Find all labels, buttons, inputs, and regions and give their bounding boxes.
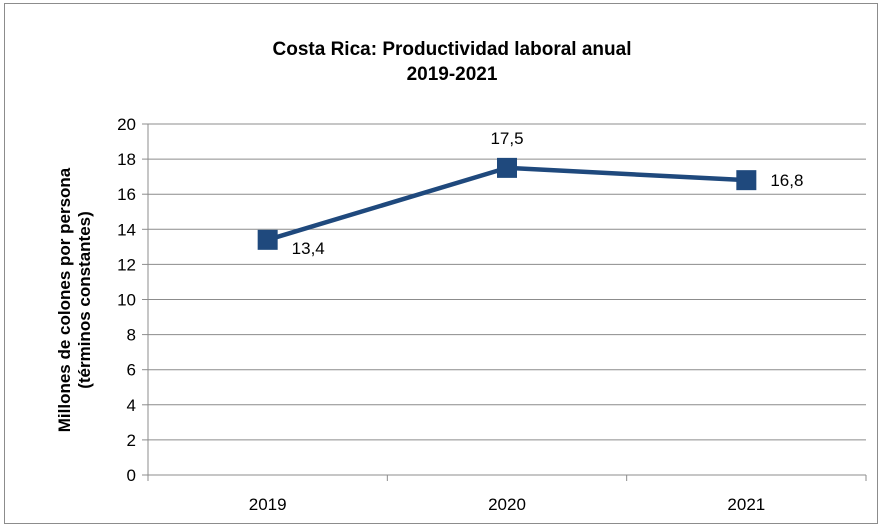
y-tick-labels: 0 2 4 6 8 10 12 14 16 18 20 (117, 115, 136, 485)
y-tick-label: 2 (127, 431, 136, 450)
axes (142, 123, 867, 481)
y-axis-title: Millones de colones por persona (término… (55, 167, 94, 432)
y-axis-title-line-2: (términos constantes) (75, 211, 94, 389)
data-label: 17,5 (490, 129, 523, 148)
data-label: 16,8 (770, 171, 803, 190)
chart-title-line-1: Costa Rica: Productividad laboral anual (273, 39, 632, 60)
x-tick-label: 2020 (488, 495, 526, 514)
y-tick-label: 18 (117, 150, 136, 169)
y-tick-label: 4 (127, 396, 136, 415)
y-tick-label: 20 (117, 115, 136, 134)
data-point-marker (257, 229, 278, 250)
chart-area (4, 3, 878, 524)
data-label: 13,4 (292, 239, 325, 258)
y-tick-label: 12 (117, 255, 136, 274)
y-tick-label: 14 (117, 220, 136, 239)
data-point-marker (736, 170, 757, 191)
x-tick-label: 2019 (249, 495, 287, 514)
y-axis-title-line-1: Millones de colones por persona (55, 167, 74, 432)
y-tick-label: 10 (117, 291, 136, 310)
y-tick-label: 8 (127, 326, 136, 345)
data-point-marker (497, 157, 517, 178)
x-tick-label: 2021 (727, 495, 765, 514)
y-tick-label: 16 (117, 185, 136, 204)
data-labels: 13,4 17,5 16,8 (292, 129, 804, 258)
series-productividad (257, 157, 757, 250)
x-tick-labels: 2019 2020 2021 (249, 495, 765, 514)
y-tick-label: 0 (127, 466, 136, 485)
chart-title-line-2: 2019-2021 (407, 64, 498, 85)
y-tick-label: 6 (127, 361, 136, 380)
